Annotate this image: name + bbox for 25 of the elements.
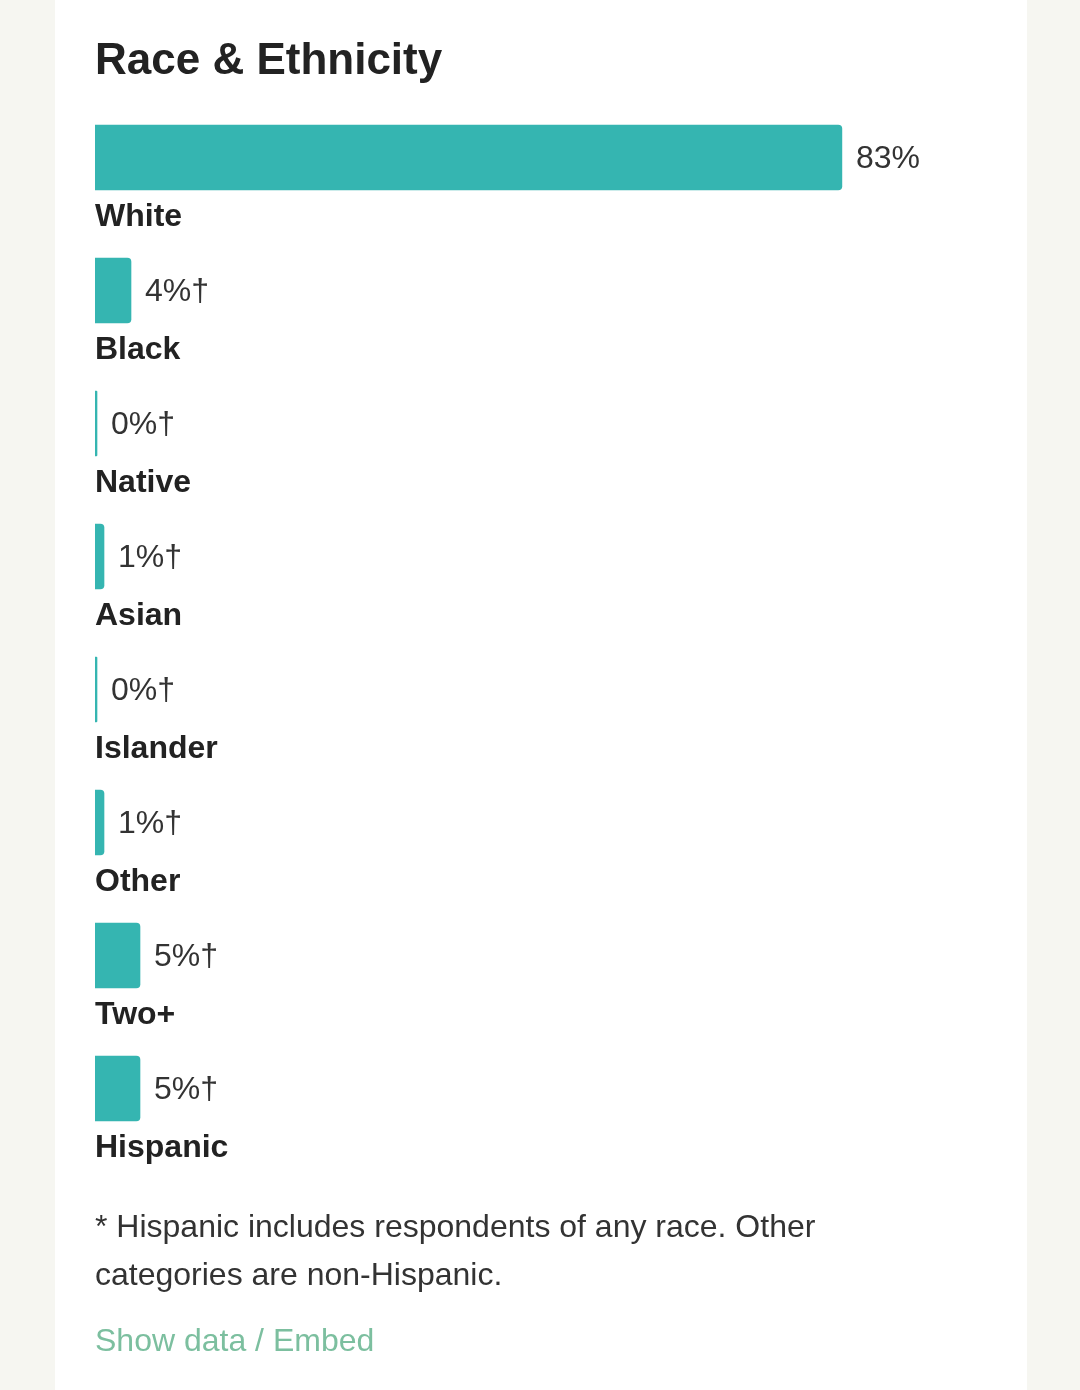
text: Show data / Embed — [95, 1321, 376, 1360]
bar — [95, 922, 141, 989]
y-tick-label: Islander — [95, 729, 218, 766]
data-label: 0%† — [111, 405, 176, 442]
y-tick-label: Black — [95, 330, 181, 367]
data-label: 0%† — [111, 671, 176, 708]
data-label: 5%† — [153, 1070, 219, 1107]
bar — [95, 523, 105, 590]
bar — [95, 257, 132, 324]
y-tick-label: White — [95, 197, 183, 234]
bar — [95, 1055, 141, 1122]
data-label: 1%† — [118, 538, 183, 575]
y-tick-label: Hispanic — [95, 1128, 229, 1165]
y-tick-label: Asian — [95, 596, 183, 633]
data-label: 1%† — [118, 804, 183, 841]
chart-title: Race & Ethnicity — [95, 34, 443, 84]
bar — [95, 124, 843, 191]
annotation: * Hispanic includes respondents of any race. Other categories are non-Hispanic. — [95, 1207, 817, 1294]
data-label: 4%† — [144, 272, 210, 309]
data-label: 83% — [855, 139, 920, 176]
y-tick-label: Other — [95, 862, 181, 899]
y-tick-label: Two+ — [95, 995, 176, 1032]
data-label: 5%† — [153, 937, 219, 974]
y-tick-label: Native — [95, 463, 192, 500]
bar — [95, 789, 105, 856]
